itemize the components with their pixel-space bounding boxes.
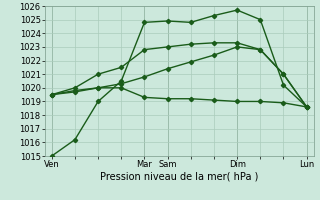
X-axis label: Pression niveau de la mer( hPa ): Pression niveau de la mer( hPa ) [100,172,258,182]
